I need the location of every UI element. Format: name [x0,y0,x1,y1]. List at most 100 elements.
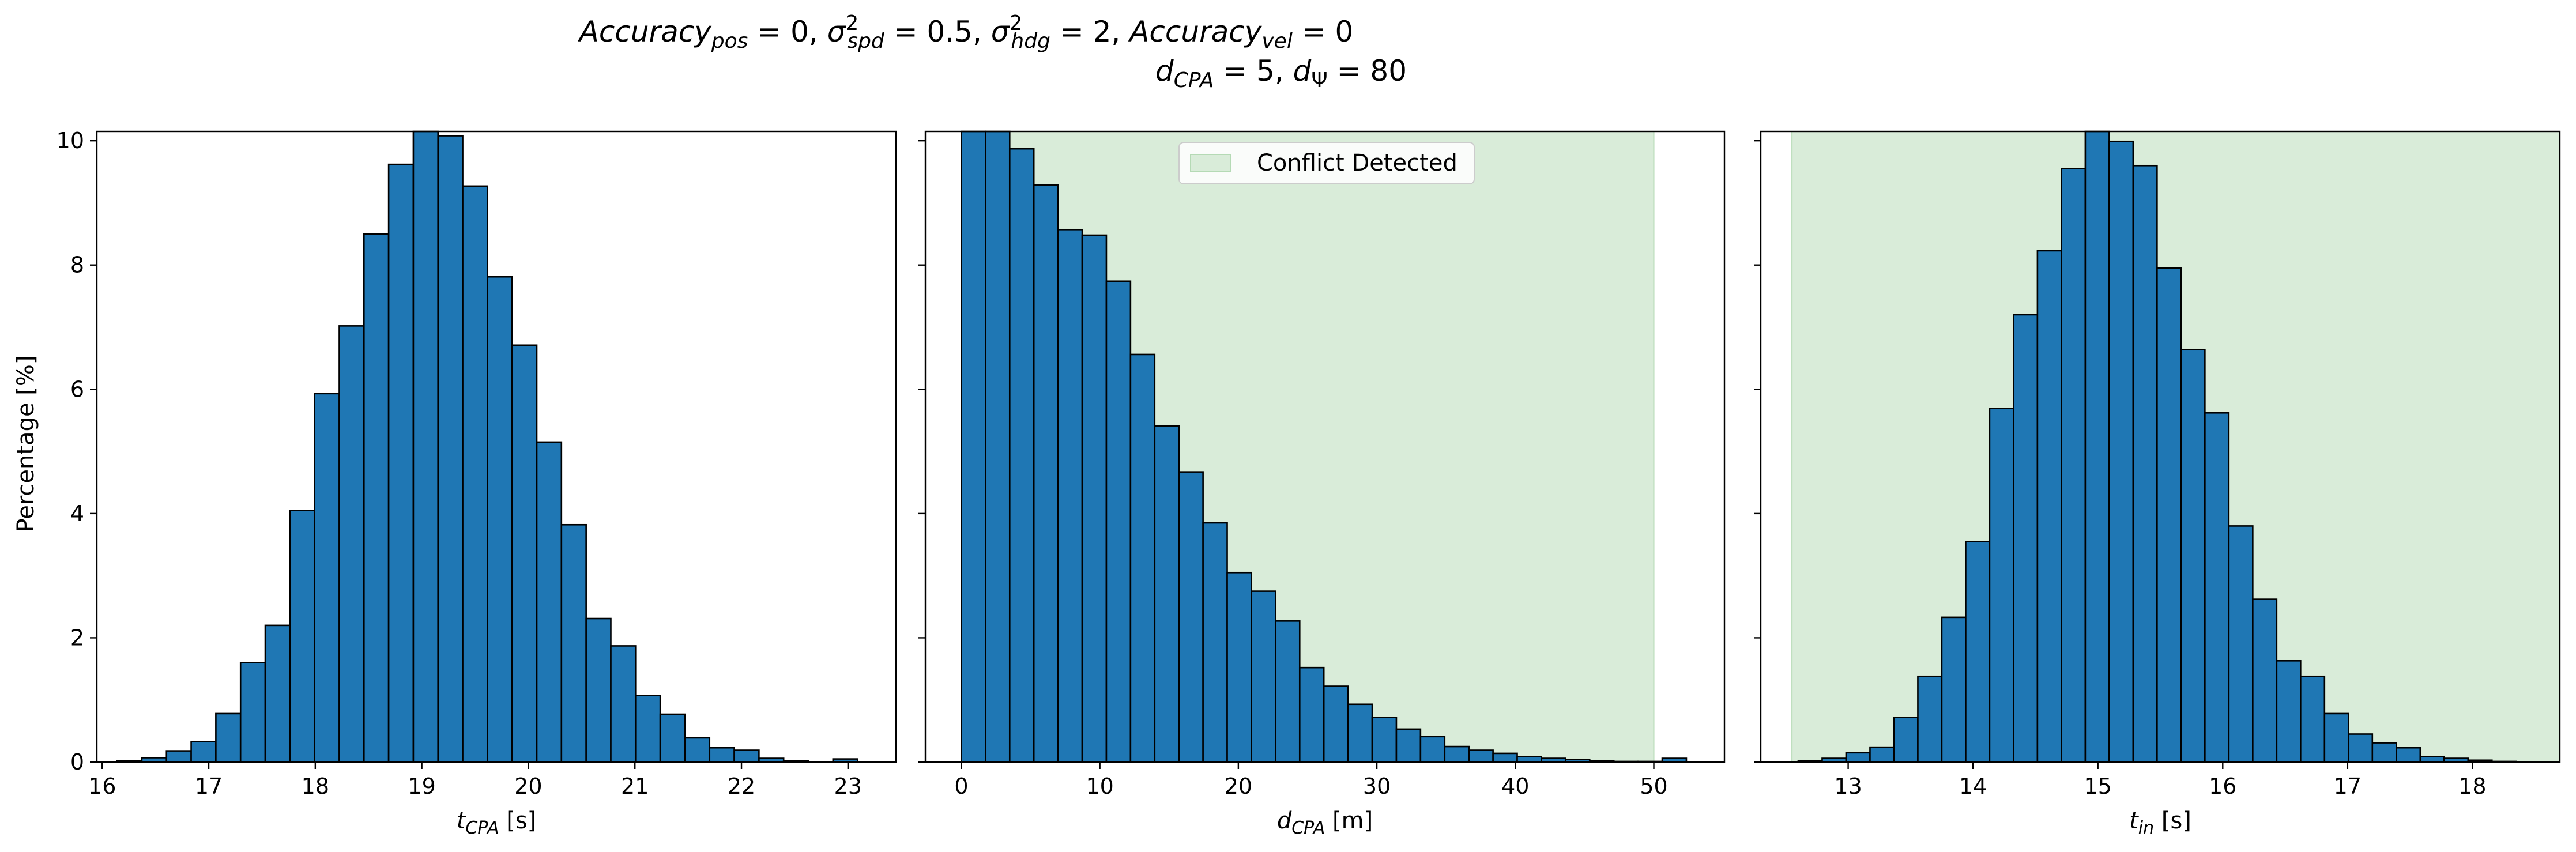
histogram-bar [1371,717,1398,763]
title-acc-pos-val: = 0, [748,15,827,48]
bars-t-in [1797,130,2517,763]
x-tick-label: 10 [1086,774,1113,799]
panel-t-in: 13 14 15 16 17 18 tin [s] [1754,130,2561,838]
histogram-bar [1845,752,1871,763]
x-tick-label: 20 [1225,774,1252,799]
title-sigma-hdg-val: = 2, [1050,15,1129,48]
histogram-bar [2396,747,2421,763]
y-ticks-1: 0 2 4 6 8 10 [57,128,97,775]
histogram-bar [2108,140,2134,763]
histogram-bar [1468,749,1494,763]
histogram-bar [1395,728,1422,763]
histogram-bar [536,441,563,763]
histogram-bar [1347,703,1373,763]
legend-box [1178,142,1475,184]
x-tick-label: 18 [2458,774,2486,799]
title-d-cpa: d [1155,54,1174,88]
title-d-psi-sub: Ψ [1311,69,1327,92]
histogram-bar [1057,228,1083,763]
histogram-bar [2276,660,2302,763]
y-tick-label: 10 [57,128,84,153]
histogram-bar [1226,571,1252,763]
x-ticks-1: 16 17 18 19 20 21 22 23 [88,762,862,799]
histogram-bar [659,713,686,763]
legend: Conflict Detected [1178,142,1475,184]
title-sigma-spd: σ [827,15,846,48]
panel-t-cpa: 16 17 18 19 20 21 22 23 0 2 4 6 8 10 tCPA [s] [57,128,897,838]
histogram-bar [1202,522,1228,763]
histogram-bar [1989,408,2014,763]
x-axis-label-3: tin [s] [2129,808,2191,838]
y-tick-label: 4 [70,501,84,526]
histogram-bar [289,510,315,763]
title-d-psi-val: = 80 [1328,54,1407,88]
x-tick-label: 23 [834,774,862,799]
histogram-bar [1869,746,1895,763]
histogram-bar [585,617,612,763]
histogram-bar [1516,755,1542,763]
histogram-bar [1323,685,1349,763]
histogram-bar [1444,745,1470,763]
x-tick-label: 17 [195,774,223,799]
histogram-bar [190,741,217,763]
histogram-bar [2300,675,2326,763]
histogram-bar [684,737,711,763]
x-tick-label: 17 [2334,774,2362,799]
histogram-bar [961,130,986,763]
histogram-bar [462,185,488,763]
histogram-bar [2180,349,2206,763]
title-sigma-hdg: σ [991,15,1010,48]
title-acc-vel: Accuracy [1128,15,1263,48]
x-tick-label: 15 [2084,774,2112,799]
histogram-bar [1008,148,1035,763]
title-acc-pos-sub: pos [711,29,748,53]
histogram-bar [2228,525,2254,763]
histogram-bar [1917,675,1943,763]
histogram-bar [2061,168,2087,763]
histogram-bar [610,645,637,763]
legend-swatch [1190,154,1231,172]
histogram-bar [165,750,192,763]
histogram-bar [733,749,760,763]
x-ticks-3: 13 14 15 16 17 18 [1834,762,2487,799]
histogram-bar [338,325,365,763]
histogram-bar [264,624,291,763]
x-tick-label: 30 [1363,774,1391,799]
histogram-bar [314,393,340,763]
histogram-bar [2323,712,2349,763]
panel-d-cpa: 0 10 20 30 40 50 dCPA [m] Conflict Detected [918,130,1726,838]
histogram-bar [2036,250,2062,763]
x-tick-label: 13 [1834,774,1862,799]
x-tick-label: 16 [2209,774,2236,799]
x-axis-label-1: tCPA [s] [457,808,537,838]
histogram-bar [1893,717,1919,763]
histogram-bar [412,130,439,763]
histogram-bar [1033,184,1059,763]
title-d-cpa-val: = 5, [1214,54,1293,88]
x-ticks-2: 0 10 20 30 40 50 [954,762,1668,799]
histogram-bar [215,712,242,763]
title-acc-pos: Accuracy [578,15,713,48]
title-sigma-spd-sub: spd [847,29,885,53]
x-tick-label: 14 [1959,774,1987,799]
histogram-bar [1965,541,1991,763]
x-tick-label: 0 [954,774,968,799]
histogram-bar [1941,616,1967,763]
title-acc-vel-val: = 0 [1293,15,1354,48]
plot-frame-3 [1760,130,2561,763]
x-tick-label: 22 [728,774,755,799]
x-axis-label-2: dCPA [m] [1277,808,1373,838]
histogram-bar [985,130,1011,763]
figure-title-line1: Accuracypos = 0, σ2 spd = 0.5, σ2 hdg = 2,… [578,12,1354,53]
histogram-bar [709,747,735,763]
y-axis-label: Percentage [%] [13,356,39,533]
title-acc-vel-sub: vel [1261,29,1292,53]
x-tick-label: 50 [1640,774,1667,799]
histogram-bar [1298,666,1325,763]
title-sigma-spd-val: = 0.5, [884,15,991,48]
histogram-bar [2132,164,2158,763]
histogram-bar [1129,353,1156,763]
y-tick-label: 0 [70,749,84,775]
title-d-cpa-sub: CPA [1174,69,1214,92]
plot-frame-2 [924,130,1726,763]
